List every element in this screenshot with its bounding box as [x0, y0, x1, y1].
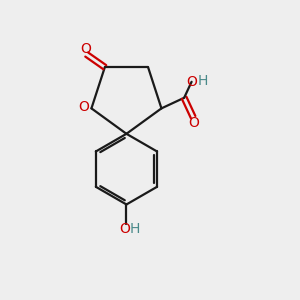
Text: H: H: [130, 222, 140, 236]
Text: H: H: [198, 74, 208, 88]
Text: O: O: [119, 222, 130, 236]
Text: O: O: [80, 42, 91, 56]
Text: O: O: [79, 100, 89, 114]
Text: O: O: [188, 116, 199, 130]
Text: O: O: [186, 75, 197, 89]
